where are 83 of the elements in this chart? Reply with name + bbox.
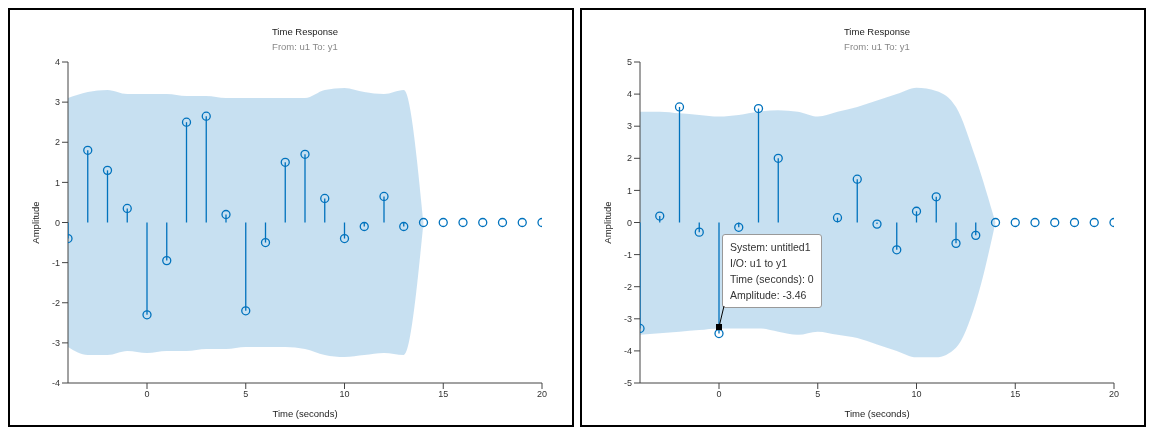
point — [418, 217, 429, 228]
y-tick-label: -4 — [51, 378, 60, 389]
x-tick-label: 10 — [911, 389, 922, 400]
y-tick-label: -4 — [623, 346, 632, 357]
y-tick-label: -3 — [51, 338, 60, 349]
point — [181, 117, 192, 127]
point — [102, 165, 113, 175]
point — [1050, 217, 1060, 228]
point — [1010, 217, 1020, 228]
y-tick-label: 3 — [626, 121, 632, 132]
point — [971, 230, 981, 240]
point — [260, 237, 271, 248]
point — [1089, 217, 1099, 228]
point — [438, 217, 448, 228]
point — [832, 213, 843, 223]
point — [300, 149, 310, 159]
y-tick-label: 2 — [626, 153, 632, 164]
y-tick-label: 0 — [54, 217, 60, 228]
point — [951, 238, 961, 249]
point — [497, 217, 508, 228]
point — [339, 233, 350, 244]
point — [221, 209, 231, 220]
tooltip-callout: System: untitled1 I/O: u1 to y1 Time (seconds): 0 Amplitude: -3.46 — [716, 233, 822, 330]
x-tick-label: 20 — [1108, 389, 1120, 400]
y-tick-label: -2 — [51, 297, 60, 308]
y-tick-label: -1 — [51, 257, 60, 268]
point — [694, 227, 704, 237]
x-tick-label: 0 — [716, 389, 722, 400]
point — [320, 193, 330, 204]
x-axis-title: Time (seconds) — [272, 408, 338, 419]
point — [773, 153, 783, 163]
x-tick-label: 5 — [243, 389, 249, 400]
y-axis-title: Amplitude — [602, 201, 614, 244]
point — [1069, 217, 1080, 228]
x-tick-label: 15 — [1010, 389, 1021, 400]
point — [241, 306, 251, 316]
y-tick-label: 1 — [626, 185, 632, 196]
y-tick-label: -3 — [623, 313, 632, 324]
chart-title: Time Response — [842, 26, 912, 37]
y-tick-label: -2 — [623, 281, 632, 292]
y-tick-label: 4 — [626, 89, 632, 100]
x-tick-label: 0 — [144, 389, 150, 400]
point — [280, 157, 290, 167]
y-tick-label: -5 — [623, 378, 632, 389]
point — [359, 221, 369, 232]
point — [517, 217, 527, 228]
point — [655, 211, 665, 221]
y-tick-label: 1 — [54, 177, 60, 188]
point — [1030, 217, 1040, 228]
x-tick-label: 15 — [438, 389, 449, 400]
y-tick-label: 4 — [54, 57, 60, 68]
point — [734, 222, 744, 232]
chart-subtitle: From: u1 To: y1 — [843, 41, 911, 52]
point — [379, 191, 389, 202]
y-tick-label: 3 — [54, 97, 60, 108]
y-tick-label: -1 — [623, 249, 632, 260]
annotation: System: untitled1 I/O: u1 to y1 Time (seconds): 0 Amplitude: -3.46 — [722, 233, 822, 308]
chart-subtitle: From: u1 To: y1 — [271, 41, 339, 52]
point — [142, 310, 152, 320]
point — [399, 221, 409, 232]
point — [753, 103, 764, 114]
point — [931, 192, 941, 202]
point — [478, 217, 488, 228]
x-tick-label: 5 — [815, 389, 821, 400]
point — [911, 206, 922, 216]
point — [674, 102, 685, 112]
y-tick-label: 2 — [54, 137, 60, 148]
point — [122, 203, 132, 214]
chart-title: Time Response — [270, 26, 340, 37]
point — [892, 245, 902, 255]
point — [83, 145, 93, 155]
point — [458, 217, 468, 228]
point — [872, 219, 882, 229]
point — [990, 217, 1001, 228]
point — [852, 174, 862, 184]
y-tick-label: 0 — [626, 217, 632, 228]
point — [162, 255, 172, 266]
y-tick-label: 5 — [626, 57, 632, 68]
x-tick-label: 20 — [536, 389, 548, 400]
point — [201, 111, 211, 121]
x-tick-label: 10 — [339, 389, 350, 400]
y-axis-title: Amplitude — [30, 201, 42, 244]
x-axis-title: Time (seconds) — [844, 408, 910, 419]
